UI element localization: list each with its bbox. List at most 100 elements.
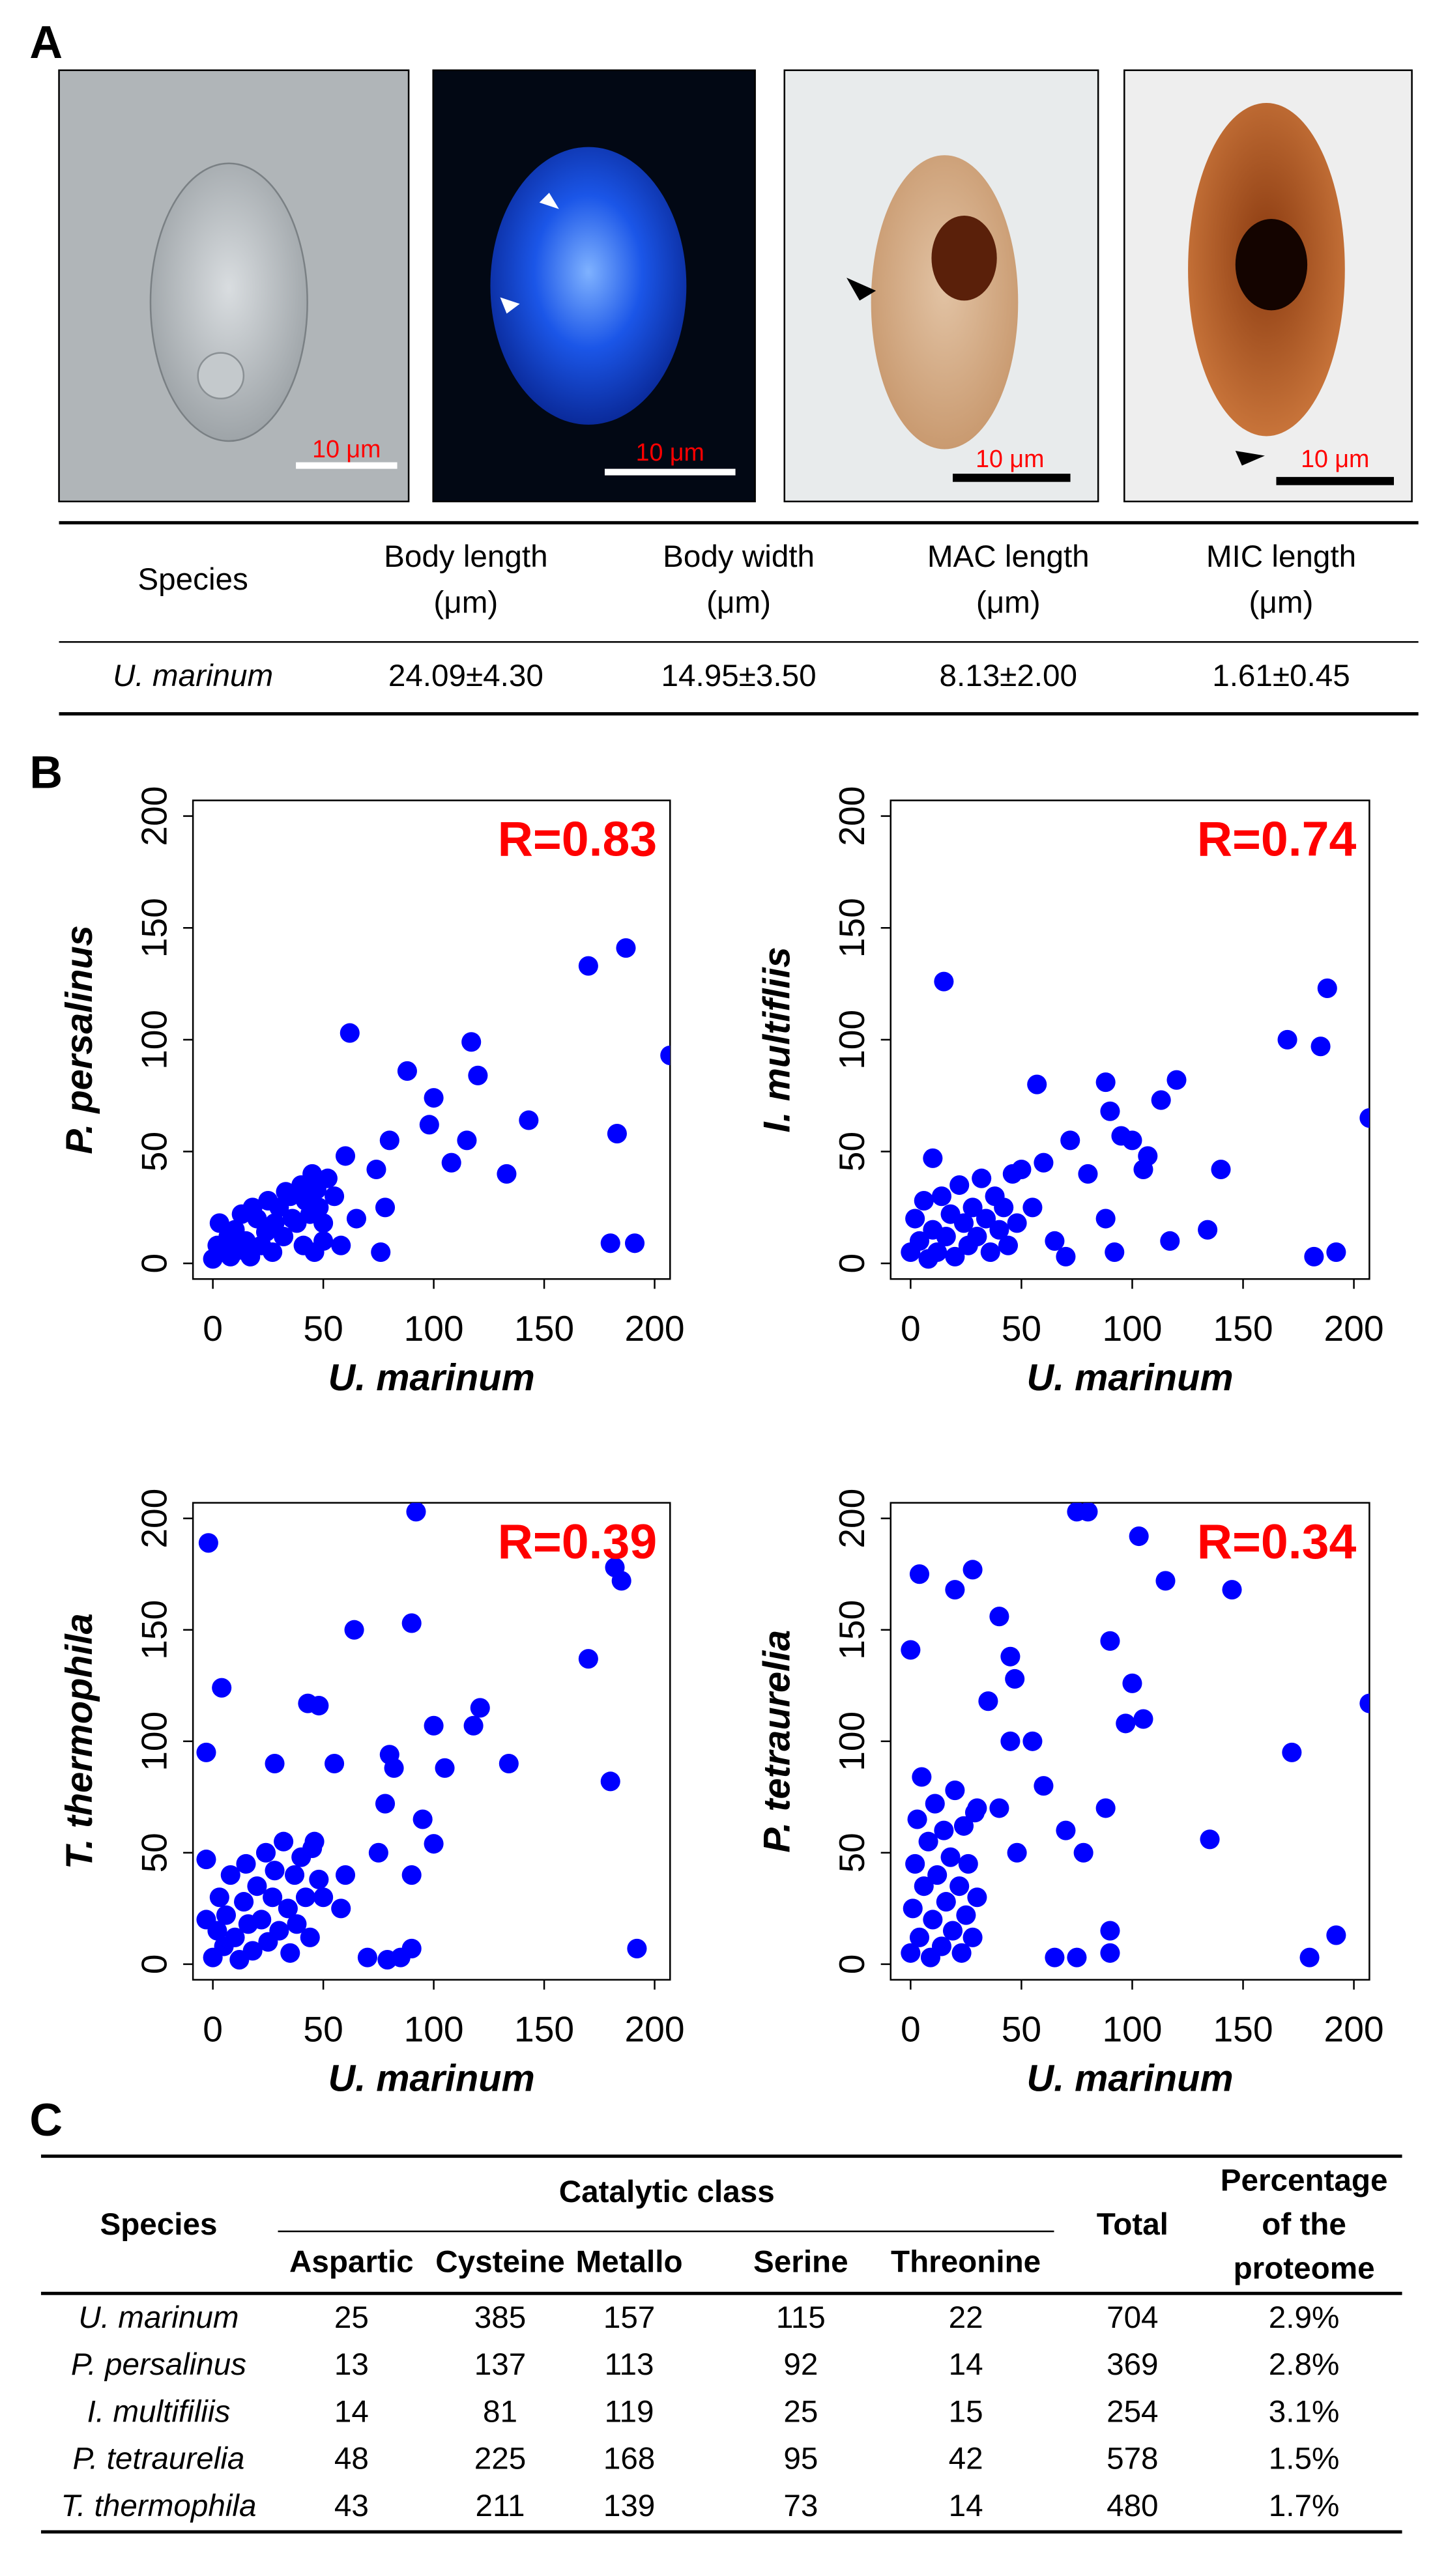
point	[265, 1753, 285, 1774]
point	[1359, 1693, 1370, 1713]
x-tick-label: 200	[625, 1308, 685, 1349]
table-cell: 95	[783, 2442, 818, 2476]
point	[1060, 1130, 1080, 1151]
point	[441, 1152, 461, 1173]
point	[302, 1164, 323, 1184]
scatter-plot: 0 50 100 150 200 0 50 100 150 200 U. marinum P. tet…	[756, 1489, 1383, 2100]
point	[963, 1197, 983, 1218]
micrograph	[783, 69, 1099, 502]
point	[1011, 1159, 1032, 1180]
point	[313, 1887, 334, 1908]
table-cell: 704	[1107, 2300, 1158, 2335]
point	[300, 1927, 320, 1947]
x-tick-label: 100	[1102, 1308, 1162, 1349]
point	[967, 1226, 987, 1247]
point	[1304, 1246, 1324, 1267]
x-tick-label: 200	[625, 2009, 685, 2050]
point	[519, 1110, 539, 1130]
point	[313, 1213, 334, 1233]
point	[274, 1831, 294, 1852]
point	[1282, 1742, 1302, 1762]
point	[1022, 1197, 1043, 1218]
point	[1045, 1947, 1065, 1968]
plot-frame	[192, 1502, 671, 1981]
table-cell: 48	[334, 2442, 369, 2476]
point	[611, 1571, 631, 1591]
point	[1277, 1029, 1297, 1050]
x-tick-label: 50	[1002, 2009, 1041, 2050]
point	[1007, 1842, 1027, 1863]
table-header: Body length	[384, 539, 548, 574]
point	[371, 1242, 391, 1263]
point	[578, 1649, 598, 1669]
y-tick-label: 150	[832, 898, 872, 958]
table-cell: 137	[474, 2347, 526, 2382]
table-cell: 1.5%	[1269, 2442, 1340, 2476]
y-axis-label: T. thermophila	[59, 1613, 100, 1869]
point	[435, 1758, 455, 1778]
table-cell: U. marinum	[78, 2300, 239, 2335]
point	[1100, 1943, 1120, 1963]
point	[1151, 1090, 1171, 1110]
table-header: Cysteine	[435, 2245, 565, 2280]
table-cell: 1.61±0.45	[1212, 659, 1350, 693]
point	[1022, 1731, 1043, 1751]
point	[934, 971, 954, 992]
point	[1078, 1502, 1098, 1522]
table-cell: U. marinum	[113, 659, 273, 693]
table-cell: 211	[476, 2489, 525, 2523]
point	[196, 1850, 216, 1870]
x-axis-label: U. marinum	[1026, 2058, 1233, 2100]
table-header: Species	[100, 2207, 217, 2242]
table-cell: P. persalinus	[71, 2347, 246, 2382]
point	[967, 1798, 987, 1818]
point	[236, 1853, 256, 1874]
point	[600, 1233, 620, 1253]
point	[953, 1816, 974, 1836]
point	[1073, 1842, 1093, 1863]
table-header: (μm)	[433, 585, 498, 620]
x-tick-label: 200	[1324, 1308, 1384, 1349]
point	[263, 1887, 283, 1908]
point	[344, 1620, 364, 1640]
x-tick-label: 150	[514, 2009, 574, 2050]
point	[287, 1914, 307, 1934]
point	[989, 1607, 1009, 1627]
micrograph	[58, 69, 410, 502]
point	[366, 1159, 386, 1180]
point	[1129, 1526, 1149, 1547]
x-tick-label: 150	[1213, 2009, 1273, 2050]
point	[280, 1943, 300, 1963]
point	[1027, 1074, 1047, 1095]
scatter-plot: 0 50 100 150 200 0 50 100 150 200 U. marinum P. per…	[59, 786, 685, 1399]
table-cell: 14	[334, 2394, 369, 2429]
point	[424, 1088, 444, 1108]
point	[1007, 1213, 1027, 1233]
table-cell: 8.13±2.00	[940, 659, 1078, 693]
point	[1122, 1130, 1142, 1151]
point	[1000, 1731, 1021, 1751]
point	[346, 1209, 366, 1229]
panel-label: B	[29, 747, 63, 798]
y-axis-label: P. tetraurelia	[756, 1630, 798, 1853]
point	[401, 1865, 422, 1885]
point	[1122, 1673, 1142, 1693]
point	[1100, 1631, 1120, 1651]
point	[616, 938, 636, 958]
y-tick-label: 100	[832, 1010, 872, 1070]
point	[1095, 1798, 1116, 1818]
point	[945, 1246, 965, 1267]
point	[1005, 1668, 1025, 1689]
table-cell: 119	[605, 2394, 654, 2429]
x-tick-label: 100	[1102, 2009, 1162, 2050]
y-axis-label: I. multifliis	[756, 947, 798, 1132]
point	[914, 1191, 934, 1211]
table-cell: 24.09±4.30	[388, 659, 543, 693]
table-header: Species	[138, 562, 248, 597]
x-tick-label: 50	[303, 2009, 343, 2050]
point	[940, 1847, 961, 1867]
table-cell: 115	[776, 2300, 826, 2335]
point	[379, 1130, 399, 1151]
